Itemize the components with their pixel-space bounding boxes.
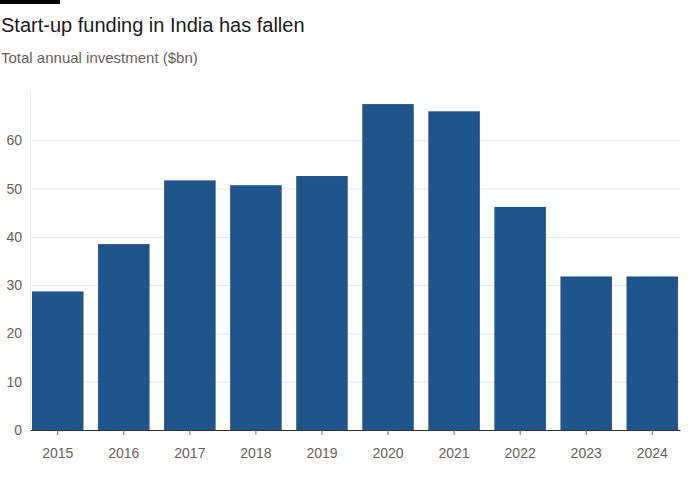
x-tick-label: 2020 [372,445,403,461]
grid-line [30,430,680,431]
grid-line [30,189,680,190]
y-tick-label: 20 [6,325,22,341]
y-axis: 0 10 20 30 40 50 60 [6,93,680,438]
x-tick-label: 2019 [306,445,337,461]
bar [32,291,84,430]
x-tick-label: 2015 [42,445,73,461]
x-tick-mark [123,430,124,435]
x-tick: 2016 [108,430,139,461]
bar [494,207,546,430]
bar [296,176,348,430]
bar [626,276,678,430]
grid-line [30,140,680,141]
x-tick-mark [586,430,587,435]
x-tick-label: 2021 [439,445,470,461]
x-tick: 2017 [174,430,205,461]
x-tick-label: 2022 [505,445,536,461]
chart: Start-up funding in India has fallen Tota… [0,0,700,500]
x-tick: 2019 [306,430,337,461]
x-tick-label: 2023 [571,445,602,461]
x-tick: 2022 [505,430,536,461]
y-tick: 60 [6,132,680,148]
bar [164,180,216,430]
bar [230,185,282,430]
grid-line [30,237,680,238]
x-tick-mark [520,430,521,435]
x-tick: 2024 [637,430,668,461]
x-tick: 2021 [439,430,470,461]
x-tick-label: 2024 [637,445,668,461]
x-tick-mark [652,430,653,435]
x-tick: 2023 [571,430,602,461]
bars [32,104,678,430]
x-tick-mark [189,430,190,435]
x-tick-mark [255,430,256,435]
x-tick-label: 2016 [108,445,139,461]
x-tick: 2018 [240,430,271,461]
y-tick-label: 40 [6,229,22,245]
subtitle: Total annual investment ($bn) [1,49,198,66]
x-tick-mark [57,430,58,435]
title: Start-up funding in India has fallen [1,14,305,36]
y-axis-line [30,93,31,431]
x-tick-label: 2018 [240,445,271,461]
y-tick-label: 10 [6,374,22,390]
x-tick-mark [454,430,455,435]
y-tick-label: 0 [14,422,22,438]
x-tick-label: 2017 [174,445,205,461]
x-tick-mark [321,430,322,435]
y-tick-label: 60 [6,132,22,148]
y-tick-label: 50 [6,181,22,197]
bar [560,276,612,430]
brand-bar [0,0,60,4]
x-tick-mark [388,430,389,435]
plot: 0 10 20 30 40 50 60 2015 2016 2017 2018 2019 2020 202… [6,93,680,461]
y-tick-label: 30 [6,277,22,293]
x-axis: 2015 2016 2017 2018 2019 2020 2021 2022 2023 2024 [31,430,681,461]
bar [362,104,414,430]
x-tick: 2020 [372,430,403,461]
x-tick: 2015 [42,430,73,461]
bar [428,111,480,430]
bar [98,244,150,430]
x-axis-line [31,430,681,431]
